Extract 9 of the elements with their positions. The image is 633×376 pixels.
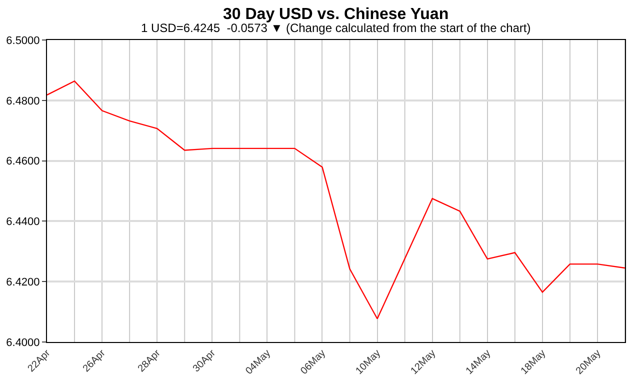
y-tick-label: 6.4200 <box>6 276 40 288</box>
chart-subtitle: 1 USD=6.4245 -0.0573 ▼ (Change calculated from the start of the chart) <box>141 21 531 35</box>
chart-title: 30 Day USD vs. Chinese Yuan <box>223 6 449 23</box>
y-tick-label: 6.5000 <box>6 34 40 47</box>
y-tick-label: 6.4800 <box>6 95 40 108</box>
y-tick-label: 6.4400 <box>6 216 40 228</box>
y-tick-label: 6.4000 <box>6 336 40 349</box>
line-series <box>47 80 625 320</box>
y-tick-label: 6.4600 <box>6 156 40 168</box>
